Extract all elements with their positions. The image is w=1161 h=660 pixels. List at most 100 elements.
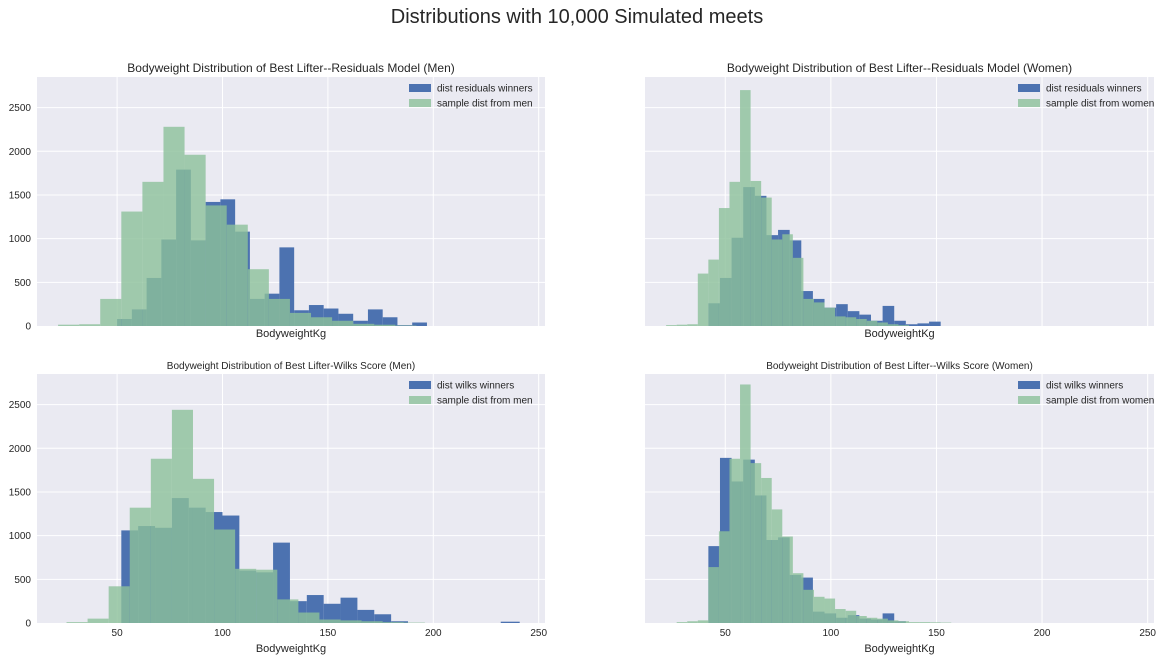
- x-tick-label: 150: [320, 628, 337, 639]
- histogram-bar: [894, 320, 906, 326]
- histogram-bar: [845, 610, 857, 623]
- x-tick-label: 200: [425, 628, 442, 639]
- y-tick-label: 0: [25, 619, 31, 630]
- histogram-bar: [882, 613, 895, 623]
- histogram-bar: [782, 234, 793, 326]
- histogram-bar: [247, 269, 269, 326]
- histogram-bar: [866, 617, 878, 623]
- subplot-title: Bodyweight Distribution of Best Lifter-W…: [167, 361, 415, 372]
- histogram-bar: [887, 620, 899, 623]
- histogram-bar: [887, 324, 899, 326]
- legend-swatch: [409, 99, 431, 107]
- histogram-bar: [771, 509, 783, 623]
- x-tick-label: 100: [823, 628, 840, 639]
- histogram-bar: [782, 536, 793, 623]
- histogram-bar: [666, 325, 677, 326]
- histogram-bar: [803, 298, 814, 326]
- histogram-bar: [121, 211, 143, 326]
- histogram-bar: [142, 181, 164, 326]
- y-tick-label: 2000: [9, 444, 32, 455]
- y-tick-label: 500: [14, 575, 31, 586]
- histogram-bar: [412, 322, 427, 326]
- histogram-bar: [761, 197, 772, 326]
- y-tick-label: 2500: [9, 400, 32, 411]
- series-sample: [58, 126, 417, 326]
- legend-swatch: [409, 396, 431, 404]
- series-sample: [666, 90, 910, 327]
- histogram-bar: [761, 477, 772, 623]
- histogram-bar: [824, 307, 836, 326]
- x-axis-label: BodyweightKg: [864, 328, 934, 340]
- histogram-bar: [835, 609, 846, 623]
- histogram-bar: [740, 384, 751, 623]
- histogram-bar: [792, 573, 804, 623]
- legend-label: dist residuals winners: [1046, 84, 1142, 95]
- histogram-bar: [687, 324, 698, 326]
- histogram-bar: [687, 621, 698, 623]
- x-axis-label: BodyweightKg: [256, 328, 326, 340]
- histogram-bar: [917, 323, 930, 326]
- subplot-title: Bodyweight Distribution of Best Lifter--…: [127, 61, 454, 75]
- histogram-bar: [877, 618, 888, 623]
- histogram-bar: [697, 273, 709, 326]
- histogram-bar: [856, 616, 867, 623]
- histogram-bar: [235, 568, 257, 623]
- legend-label: sample dist from women: [1046, 99, 1154, 110]
- histogram-bar: [929, 321, 941, 326]
- histogram-bar: [836, 304, 848, 326]
- histogram-bar: [835, 316, 846, 326]
- x-tick-label: 100: [214, 628, 231, 639]
- histogram-bar: [909, 622, 920, 623]
- histogram-bar: [150, 458, 172, 623]
- legend-swatch: [1018, 396, 1040, 404]
- y-tick-label: 0: [25, 322, 31, 333]
- histogram-bar: [357, 609, 375, 623]
- y-tick-label: 2500: [9, 103, 32, 114]
- legend-label: sample dist from women: [1046, 396, 1154, 407]
- legend-swatch: [1018, 381, 1040, 389]
- legend-swatch: [1018, 99, 1040, 107]
- legend-swatch: [409, 381, 431, 389]
- y-tick-label: 1500: [9, 190, 32, 201]
- histogram-bar: [58, 324, 80, 326]
- y-tick-label: 1500: [9, 487, 32, 498]
- histogram-bar: [813, 596, 825, 623]
- histogram-bar: [708, 567, 719, 623]
- subplot-3: Bodyweight Distribution of Best Lifter-W…: [9, 361, 548, 655]
- histogram-bar: [898, 621, 910, 623]
- histogram-bar: [214, 529, 236, 623]
- series-sample: [66, 409, 425, 623]
- x-tick-label: 250: [530, 628, 547, 639]
- histogram-bar: [192, 478, 215, 623]
- histogram-bar: [323, 603, 341, 623]
- legend: dist residuals winners sample dist from m…: [409, 84, 533, 110]
- histogram-bar: [718, 208, 730, 326]
- histogram-bar: [919, 622, 931, 623]
- histogram-bar: [353, 323, 375, 326]
- histogram-bar: [905, 324, 918, 326]
- histogram-bar: [87, 618, 109, 623]
- histogram-bar: [729, 181, 741, 326]
- y-tick-label: 2000: [9, 147, 32, 158]
- subplot-1: Bodyweight Distribution of Best Lifter--…: [9, 61, 545, 340]
- histogram-bar: [676, 324, 688, 326]
- histogram-bar: [882, 305, 895, 326]
- histogram-bar: [108, 586, 130, 623]
- histogram-bar: [676, 622, 688, 623]
- legend-label: sample dist from men: [437, 396, 533, 407]
- x-tick-label: 150: [928, 628, 945, 639]
- histogram-bar: [277, 599, 299, 623]
- figure-suptitle: Distributions with 10,000 Simulated meet…: [391, 6, 763, 28]
- histogram-bar: [298, 612, 320, 623]
- y-tick-label: 500: [14, 278, 31, 289]
- legend-label: dist wilks winners: [1046, 381, 1123, 392]
- x-tick-label: 50: [112, 628, 124, 639]
- histogram-bar: [268, 298, 290, 326]
- histogram-bar: [382, 622, 404, 623]
- subplot-title: Bodyweight Distribution of Best Lifter--…: [766, 361, 1033, 372]
- y-tick-label: 1000: [9, 531, 32, 542]
- legend: dist wilks winners sample dist from men: [409, 381, 533, 407]
- legend-swatch: [1018, 84, 1040, 92]
- histogram-bar: [256, 569, 278, 623]
